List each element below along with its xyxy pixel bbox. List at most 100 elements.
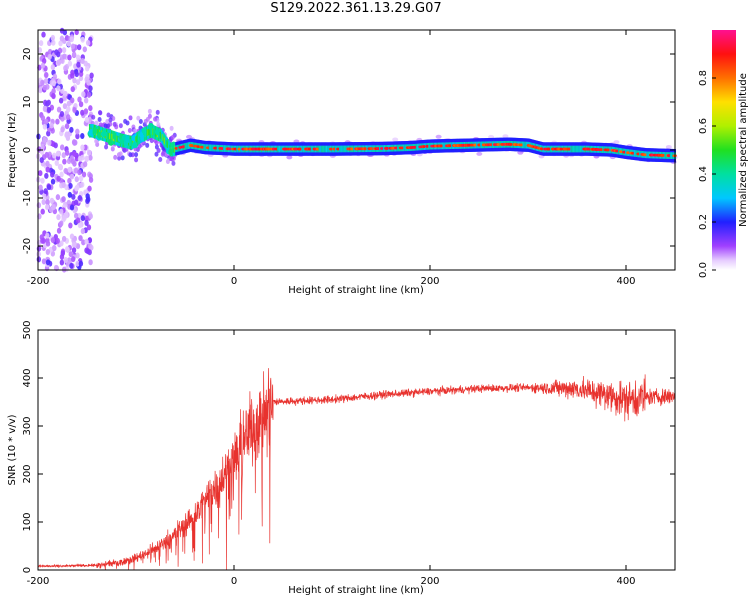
spectrogram-cell <box>67 177 72 184</box>
spectrogram-ridge-core <box>281 145 283 153</box>
spectrogram-cell <box>45 259 51 266</box>
spectrogram-cell <box>78 260 84 267</box>
spectrogram-ridge-core <box>404 144 407 152</box>
spectrogram-cell <box>98 122 103 128</box>
spectrogram-cell <box>54 159 59 166</box>
spectrogram-ridge-core <box>148 128 150 136</box>
spectrogram-cell <box>170 134 175 140</box>
spectrogram-ridge-core <box>524 141 526 149</box>
spectrogram-ridge-core <box>324 145 326 153</box>
spectrogram-cell <box>56 106 62 113</box>
spectrogram-ridge-core <box>574 145 576 153</box>
spectrogram-cell <box>105 118 110 124</box>
spectrogram-ridge-core <box>342 145 344 153</box>
spectrogram-x-tick-label: 200 <box>420 276 439 287</box>
spectrogram-ridge-core <box>108 132 110 140</box>
spectrogram-ridge-core <box>319 145 321 153</box>
spectrogram-cell <box>160 151 165 157</box>
spectrogram-cell <box>89 72 94 79</box>
spectrogram-ridge-core <box>212 144 214 152</box>
spectrogram-ridge-core <box>135 136 137 144</box>
spectrogram-cell <box>476 151 483 156</box>
spectrogram-ridge-core <box>211 144 213 152</box>
spectrogram-ridge-core <box>146 129 148 137</box>
colorbar-tick-label: 0.0 <box>698 262 709 278</box>
spectrogram-ridge-core <box>145 130 147 137</box>
spectrogram-cell <box>76 44 82 51</box>
spectrogram-cell <box>67 191 73 198</box>
spectrogram-ridge-core <box>571 145 574 153</box>
spectrogram-cell <box>51 244 57 251</box>
colorbar-axis: 0.0 0.2 0.4 0.6 0.8 <box>698 70 716 278</box>
spectrogram-ridge-core <box>326 145 328 153</box>
spectrogram-ridge-core <box>164 137 166 145</box>
spectrogram-cell <box>89 244 94 251</box>
spectrogram-cell <box>44 204 50 211</box>
spectrogram-ridge-core <box>578 145 580 153</box>
spectrogram-cell <box>137 143 142 149</box>
spectrogram-cell <box>36 146 42 153</box>
spectrogram-cell <box>59 171 64 178</box>
spectrogram-cell <box>98 110 103 116</box>
spectrogram-cell <box>40 177 45 184</box>
spectrogram-ridge-core <box>116 135 118 143</box>
spectrogram-ridge-core <box>429 142 431 150</box>
spectrogram-cell <box>47 139 52 146</box>
spectrogram-cell <box>67 54 72 61</box>
spectrogram-cell <box>52 73 58 80</box>
spectrogram-ridge-core <box>328 145 330 153</box>
spectrogram-cell <box>84 76 89 83</box>
spectrogram-cell <box>56 51 61 58</box>
spectrogram-ridge-core <box>110 133 112 141</box>
snr-y-tick-label: 0 <box>22 567 33 573</box>
spectrogram-ridge-core <box>382 145 385 152</box>
spectrogram-cell <box>59 208 64 215</box>
spectrogram-cell <box>44 151 49 158</box>
spectrogram-cell <box>49 197 55 204</box>
spectrogram-cell <box>77 195 83 202</box>
spectrogram-cell <box>50 237 56 244</box>
spectrogram-cell <box>517 150 524 155</box>
spectrogram-cell <box>50 204 56 211</box>
spectrogram-cell <box>88 213 93 220</box>
spectrogram-ridge-core <box>277 145 280 153</box>
spectrogram-cell <box>68 222 73 229</box>
spectrogram-cell <box>41 237 46 244</box>
spectrogram-cell <box>80 109 85 116</box>
spectrogram-cell <box>59 27 65 34</box>
spectrogram-cell <box>64 149 70 156</box>
spectrogram-cell <box>61 47 67 54</box>
spectrogram-cell <box>55 118 60 125</box>
spectrogram-cell <box>87 185 92 192</box>
spectrogram-cell <box>86 196 91 203</box>
spectrogram-ridge-core <box>340 145 343 153</box>
spectrogram-ridge-core <box>167 142 169 150</box>
spectrogram-cell <box>113 154 118 160</box>
spectrogram-cell <box>56 85 61 92</box>
spectrogram-cell <box>86 224 92 231</box>
spectrogram-ridge-core <box>443 142 445 150</box>
spectrogram-ridge-core <box>366 145 368 153</box>
spectrogram-ridge-core <box>335 145 337 153</box>
spectrogram-cell <box>88 154 93 161</box>
spectrogram-cell <box>43 78 49 85</box>
spectrogram-ridge-core <box>341 145 343 153</box>
spectrogram-ridge-core <box>279 145 281 153</box>
spectrogram-ridge-core <box>665 152 667 159</box>
spectrogram-ridge-core <box>132 138 135 145</box>
spectrogram-cell <box>153 116 158 122</box>
snr-panel: -200 0 200 400 0 100 200 300 400 500 Height of st… <box>7 320 676 596</box>
spectrogram-cell <box>75 79 81 86</box>
spectrogram-cell <box>80 215 86 222</box>
spectrogram-cell <box>53 264 59 271</box>
spectrogram-cell <box>94 120 99 126</box>
spectrogram-ridge-core <box>444 142 446 150</box>
spectrogram-ridge-core <box>150 127 153 135</box>
spectrogram-cell <box>69 36 74 43</box>
spectrogram-ridge-core <box>216 144 219 152</box>
spectrogram-cell <box>70 43 76 50</box>
spectrogram-ridge-core <box>166 141 168 148</box>
spectrogram-cell <box>38 184 43 191</box>
spectrogram-cell <box>127 127 132 133</box>
spectrogram-ridge-core <box>187 142 190 150</box>
